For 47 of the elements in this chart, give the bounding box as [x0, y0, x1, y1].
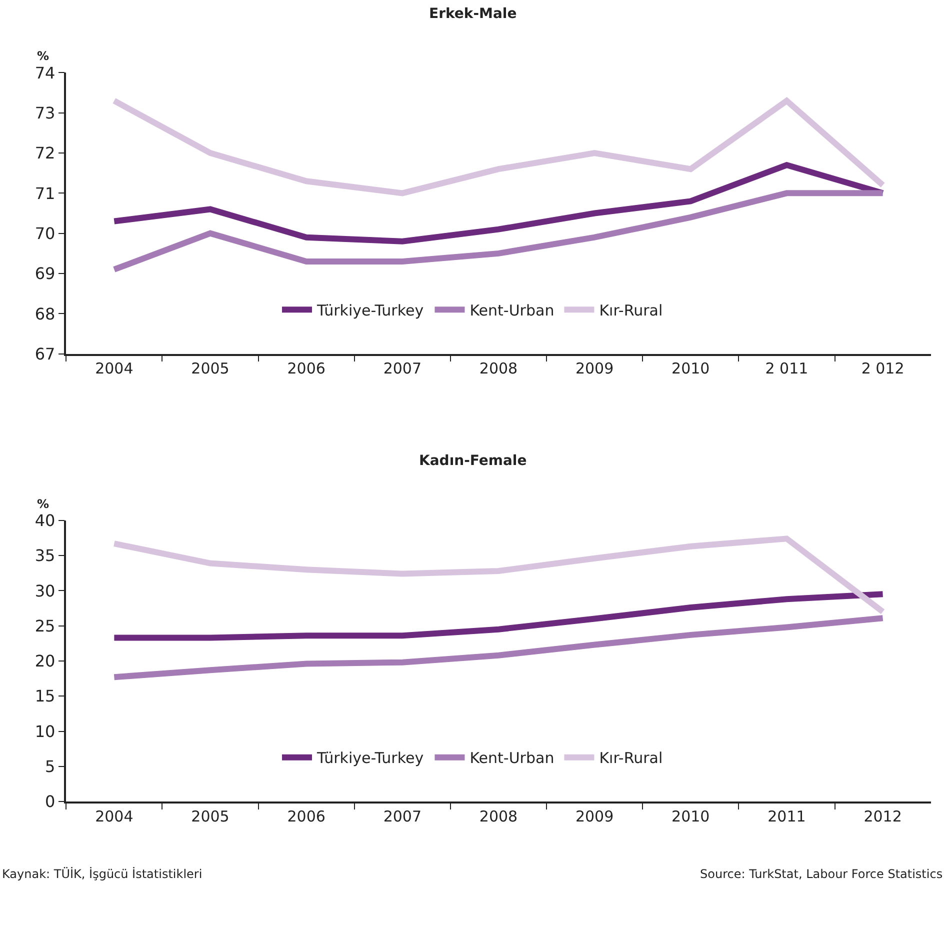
x-tick-label: 2008	[479, 807, 518, 826]
y-tick-label: 30	[34, 581, 56, 600]
x-tick-label: 2008	[479, 360, 518, 378]
y-tick-label: 74	[34, 63, 56, 82]
legend-label: Kır-Rural	[599, 749, 663, 768]
y-tick-label: 72	[34, 144, 56, 163]
x-tick-label: 2007	[383, 807, 422, 826]
x-tick-label: 2 011	[765, 360, 808, 378]
legend-label: Türkiye-Turkey	[316, 749, 424, 768]
y-tick-label: 25	[34, 616, 56, 636]
y-tick-label: 68	[34, 304, 56, 324]
y-tick-label: 70	[34, 224, 56, 243]
x-tick-label: 2005	[191, 807, 230, 826]
source-note: Source: TurkStat, Labour Force Statistics	[700, 867, 943, 881]
y-tick-label: 71	[34, 184, 56, 203]
y-tick-label: 69	[34, 264, 56, 284]
x-tick-label: 2012	[864, 807, 902, 826]
x-tick-label: 2 012	[861, 360, 904, 378]
y-tick-label: 10	[34, 722, 56, 741]
x-tick-label: 2004	[95, 360, 134, 378]
x-tick-label: 2009	[575, 807, 614, 826]
y-tick-label: 0	[45, 792, 56, 812]
legend-label: Türkiye-Turkey	[316, 301, 424, 320]
y-tick-label: 35	[34, 546, 56, 566]
chart-title: Kadın-Female	[419, 453, 527, 469]
legend-label: Kır-Rural	[599, 301, 663, 320]
y-tick-label: 67	[34, 344, 56, 364]
chart-title: Erkek-Male	[429, 6, 517, 22]
x-tick-label: 2010	[672, 807, 710, 826]
x-tick-label: 2011	[768, 807, 806, 826]
legend-label: Kent-Urban	[470, 749, 554, 768]
x-tick-label: 2006	[287, 807, 326, 826]
x-tick-label: 2007	[383, 360, 422, 378]
y-tick-label: 15	[34, 686, 56, 706]
y-axis-title: %	[37, 497, 50, 511]
y-tick-label: 40	[34, 510, 56, 530]
y-tick-label: 20	[34, 652, 56, 671]
x-tick-label: 2005	[191, 360, 230, 378]
x-tick-label: 2009	[575, 360, 614, 378]
y-axis-title: %	[37, 49, 50, 63]
y-tick-label: 73	[34, 103, 56, 122]
text: Kaynak: TÜİK, İşgücü İstatistikleri	[2, 867, 202, 881]
x-tick-label: 2010	[672, 360, 710, 378]
legend-label: Kent-Urban	[470, 301, 554, 320]
x-tick-label: 2006	[287, 360, 326, 378]
x-tick-label: 2004	[95, 807, 134, 826]
y-tick-label: 5	[45, 757, 56, 776]
